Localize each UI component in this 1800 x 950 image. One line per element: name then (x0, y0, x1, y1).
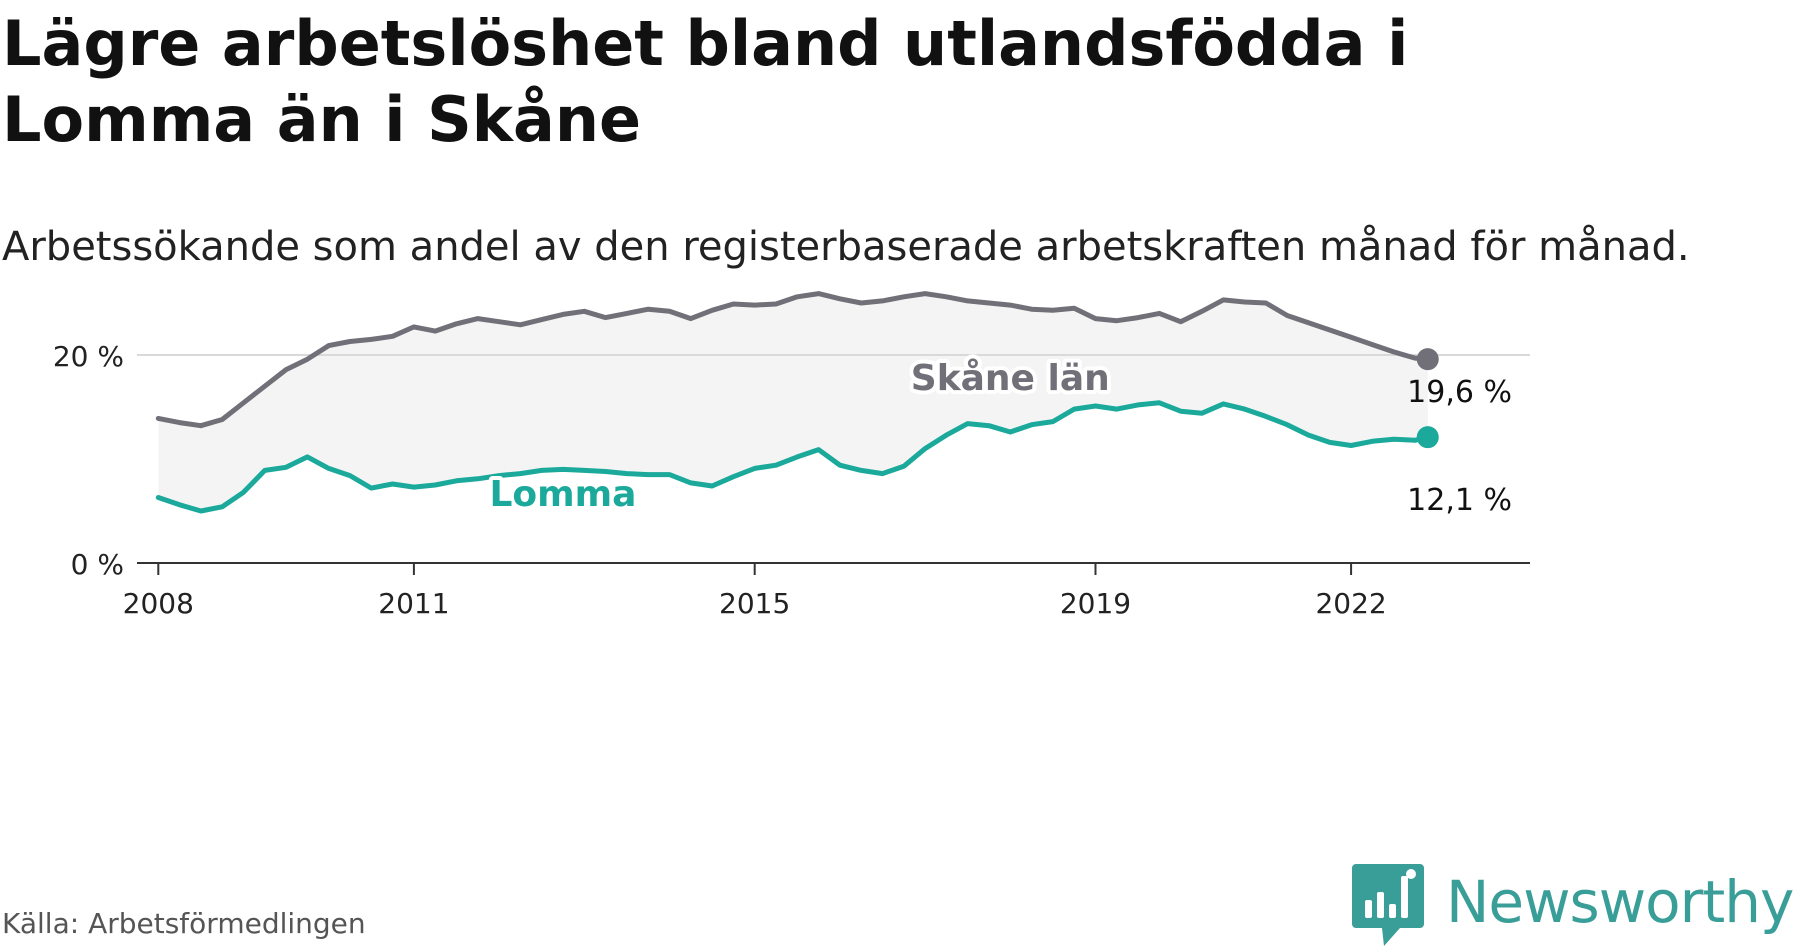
label-layer: Skåne län Lomma 19,6 % 12,1 % (485, 354, 1512, 519)
y-tick-label: 20 % (53, 340, 124, 373)
x-tick-label: 2011 (378, 587, 449, 620)
series-label-lomma: Lomma (489, 474, 636, 515)
source-note: Källa: Arbetsförmedlingen (2, 907, 366, 940)
x-tick-label: 2015 (719, 587, 790, 620)
x-tick-label: 2022 (1315, 587, 1386, 620)
chart-subtitle: Arbetssökande som andel av den registerb… (2, 224, 1690, 270)
y-tick-label: 0 % (71, 548, 124, 581)
line-layer (155, 291, 1439, 514)
end-label-lomma: 12,1 % (1407, 483, 1512, 518)
series-label-skane: Skåne län (911, 358, 1110, 399)
chart-title: Lägre arbetslöshet bland utlandsfödda i … (2, 7, 1409, 156)
axis-layer: 0 % 20 % 2008 2011 2015 2019 2022 (53, 340, 1530, 620)
x-tick-label: 2019 (1060, 587, 1131, 620)
newsworthy-logo-icon (1352, 864, 1424, 946)
line-chart: 0 % 20 % 2008 2011 2015 2019 2022 Skåne län Lom… (53, 291, 1530, 620)
end-label-skane: 19,6 % (1407, 375, 1512, 410)
newsworthy-logo-text: Newsworthy (1446, 868, 1794, 936)
series-line-skåne-län (155, 291, 1431, 429)
series-band (158, 293, 1428, 511)
band-layer (158, 293, 1428, 511)
series-line-lomma (155, 400, 1431, 514)
end-marker-skåne-län (1416, 348, 1439, 371)
end-marker-lomma (1416, 426, 1439, 449)
x-tick-label: 2008 (123, 587, 194, 620)
